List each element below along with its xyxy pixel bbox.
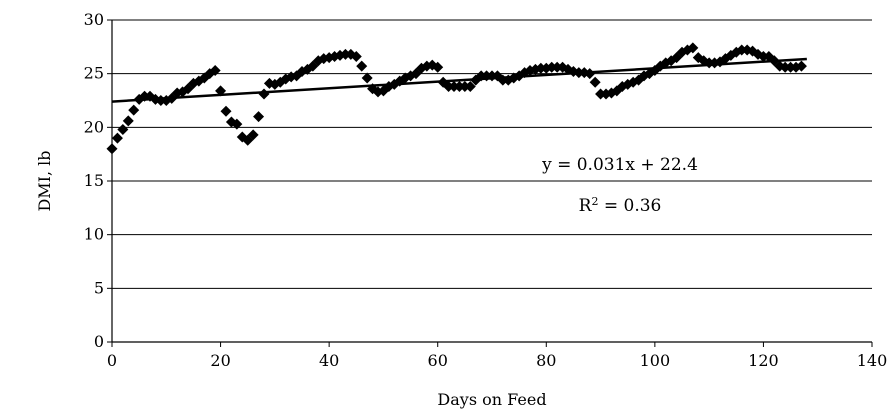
x-tick-label: 60 <box>428 351 448 370</box>
trend-equation: y = 0.031x + 22.4 <box>541 155 698 175</box>
data-point <box>117 123 129 135</box>
data-point <box>589 76 601 88</box>
data-point <box>654 60 666 72</box>
data-point <box>231 118 243 130</box>
data-point <box>215 85 227 97</box>
data-point <box>421 60 433 72</box>
x-axis-title: Days on Feed <box>437 390 546 409</box>
data-point <box>122 115 134 127</box>
data-point <box>128 104 140 116</box>
y-tick-label: 0 <box>94 332 104 351</box>
y-axis-title: DMI, lb <box>35 150 54 211</box>
r-squared-base: R <box>579 196 593 216</box>
x-tick-label: 140 <box>857 351 888 370</box>
x-tick-label: 0 <box>107 351 117 370</box>
r-squared: R2 = 0.36 <box>579 195 662 217</box>
y-tick-label: 20 <box>84 117 104 136</box>
y-tick-label: 5 <box>94 278 104 297</box>
r-squared-sup: 2 <box>591 195 598 208</box>
data-point <box>209 64 221 76</box>
data-point <box>247 129 259 141</box>
x-tick-label: 40 <box>319 351 339 370</box>
data-point <box>356 60 368 72</box>
data-point <box>220 105 232 117</box>
trendline-group <box>111 57 807 103</box>
data-point <box>258 88 270 100</box>
data-point <box>253 111 265 123</box>
data-point <box>307 60 319 72</box>
axes <box>107 19 873 347</box>
y-tick-label: 10 <box>84 225 104 244</box>
data-point <box>432 61 444 73</box>
data-point <box>361 72 373 84</box>
data-point <box>106 143 118 155</box>
data-point <box>111 132 123 144</box>
y-tick-label: 15 <box>84 171 104 190</box>
x-tick-labels: 0 20 40 60 80 100 120 140 <box>107 351 887 370</box>
data-point <box>584 68 596 80</box>
r-squared-value: = 0.36 <box>598 196 661 216</box>
x-tick-label: 20 <box>210 351 230 370</box>
y-tick-label: 25 <box>84 64 104 83</box>
trend-line <box>111 57 807 103</box>
y-tick-label: 30 <box>84 10 104 29</box>
data-points <box>106 42 807 155</box>
x-tick-label: 120 <box>748 351 779 370</box>
x-tick-label: 80 <box>536 351 556 370</box>
data-point <box>795 60 807 72</box>
data-point <box>350 50 362 62</box>
data-point <box>464 81 476 93</box>
x-tick-label: 100 <box>640 351 671 370</box>
data-point <box>687 42 699 54</box>
y-tick-labels: 0 5 10 15 20 25 30 <box>84 10 104 351</box>
